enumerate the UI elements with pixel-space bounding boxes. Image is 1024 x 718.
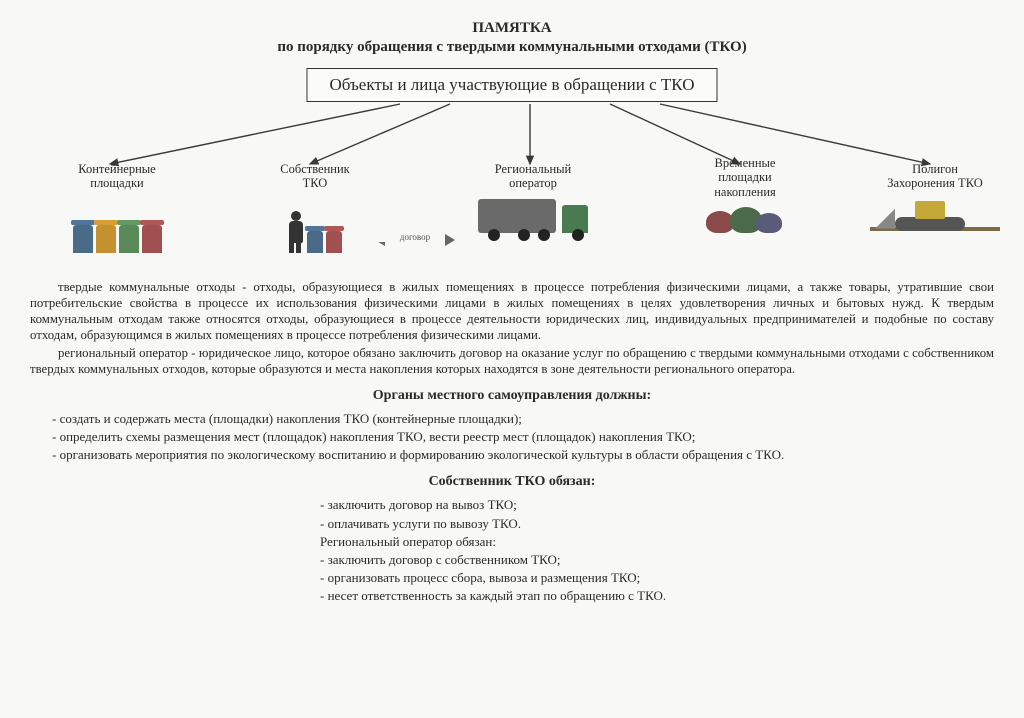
section2-heading: Собственник ТКО обязан: — [30, 474, 994, 490]
paragraph-1: твердые коммунальные отходы - отходы, об… — [30, 280, 994, 344]
section2-list: - заключить договор на вывоз ТКО;- оплач… — [320, 496, 994, 605]
bins-icon — [42, 195, 192, 253]
node-owner: СобственникТКО — [240, 162, 390, 253]
owner-icon — [240, 195, 390, 253]
node-label: Контейнерныеплощадки — [42, 162, 192, 191]
pile-icon — [700, 203, 790, 233]
section1-list: - создать и содержать места (площадки) н… — [52, 410, 994, 465]
node-containers: Контейнерныеплощадки — [42, 162, 192, 253]
node-temp: Временныеплощадкинакопления — [670, 156, 820, 233]
node-operator: Региональныйоператор — [458, 162, 608, 241]
contract-arrow: договор — [375, 214, 455, 246]
node-label: Региональныйоператор — [458, 162, 608, 191]
bulldozer-icon — [875, 195, 995, 231]
truck-icon — [478, 195, 588, 241]
diagram-top-box: Объекты и лица участвующие в обращении с… — [306, 68, 717, 102]
section1-heading: Органы местного самоуправления должны: — [30, 388, 994, 404]
node-label: СобственникТКО — [240, 162, 390, 191]
title-line1: ПАМЯТКА — [30, 20, 994, 37]
diagram: Объекты и лица участвующие в обращении с… — [30, 64, 994, 274]
paragraph-2: региональный оператор - юридическое лицо… — [30, 346, 994, 378]
title-line2: по порядку обращения с твердыми коммунал… — [30, 39, 994, 56]
contract-label: договор — [375, 232, 455, 242]
node-label: Временныеплощадкинакопления — [670, 156, 820, 199]
node-label: ПолигонЗахоронения ТКО — [860, 162, 1010, 191]
node-landfill: ПолигонЗахоронения ТКО — [860, 162, 1010, 231]
